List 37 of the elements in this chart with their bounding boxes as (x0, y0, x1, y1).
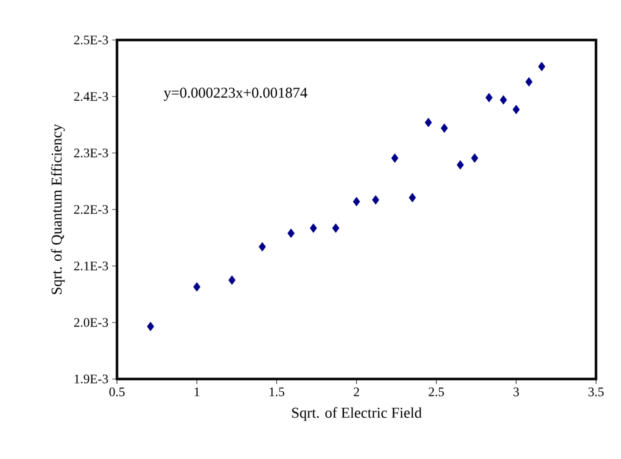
point (332, 223, 340, 233)
y-tick-label: 2.2E-3 (74, 205, 108, 214)
y-tick-label: 2.1E-3 (74, 262, 108, 270)
point (310, 223, 317, 233)
x-axis-title: Sqrt. of Electric Field (292, 407, 422, 421)
y-tick-label: 2.0E-3 (74, 318, 108, 327)
point (372, 195, 380, 205)
x-tick-label: 1.5 (270, 388, 284, 396)
point (525, 77, 533, 87)
point (424, 118, 432, 128)
x-tick-label: 3 (514, 388, 519, 396)
y-tick-label: 1.9E-3 (74, 374, 108, 384)
point (193, 282, 200, 292)
y-tick-label: 2.3E-3 (74, 148, 108, 158)
y-tick-label: 2.5E-3 (74, 36, 108, 44)
annotation: y=0.000223x+0.001874 (164, 88, 308, 101)
point (512, 104, 520, 114)
point (440, 123, 448, 133)
x-tick-label: 2 (354, 388, 360, 396)
point (500, 95, 507, 105)
point (456, 160, 464, 170)
point (408, 192, 416, 202)
y-tick-label: 2.4E-3 (74, 92, 108, 101)
point (146, 322, 154, 332)
point (471, 153, 478, 163)
point (258, 242, 266, 252)
x-tick-label: 0.5 (109, 388, 125, 396)
point (391, 153, 398, 163)
point (287, 228, 295, 238)
point (485, 92, 493, 102)
x-tick-label: 2.5 (428, 388, 444, 396)
x-tick-label: 1 (194, 388, 200, 396)
x-tick-label: 3.5 (588, 388, 604, 396)
point (352, 196, 360, 206)
point (538, 62, 546, 72)
point (228, 275, 236, 285)
y-axis-title: Sqrt. of Quantum Efficiency (51, 124, 65, 294)
